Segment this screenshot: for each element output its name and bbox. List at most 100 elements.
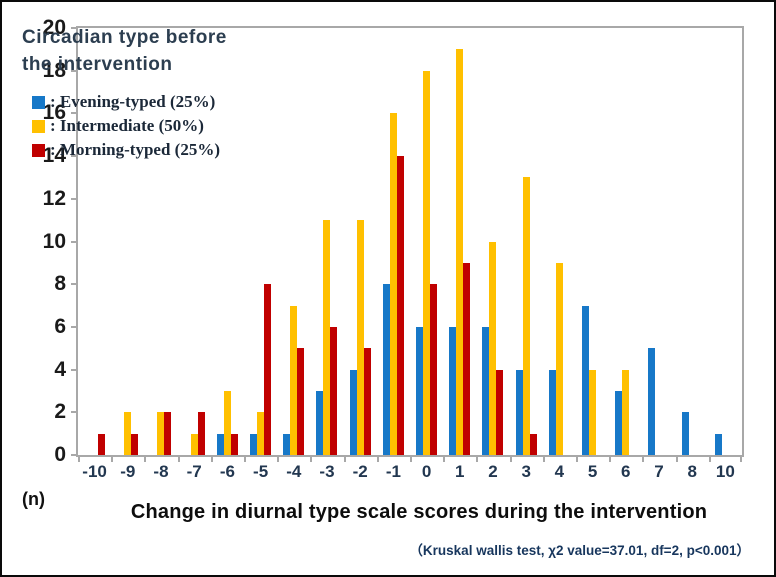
bar [515,369,523,455]
y-tick-label: 14 [42,144,66,168]
x-tick [576,455,578,462]
x-tick [377,455,379,462]
x-axis-title: Change in diurnal type scale scores duri… [130,501,708,523]
y-tick-label: 0 [54,443,66,466]
evening-swatch-icon [32,95,45,109]
x-tick [510,455,512,462]
bar [297,348,305,455]
bar [582,305,590,455]
bar [223,390,231,455]
x-tick [310,455,312,462]
bar [463,262,471,455]
bar [264,284,272,455]
x-tick [244,455,246,462]
bar-group [676,412,709,455]
x-tick [543,455,545,462]
y-tick-label: 8 [54,272,66,296]
y-tick [71,240,78,243]
bar [555,262,563,455]
bar [382,284,390,455]
bar [316,390,324,455]
legend-item-intermediate: : Intermediate (50%) [32,114,227,138]
y-tick-label: 10 [42,229,66,253]
x-tick-label: -4 [286,462,302,481]
legend-title-line1: Circadian type before [22,27,227,48]
x-tick-label: -8 [153,462,169,481]
intermediate-swatch-icon [32,119,45,133]
bar [482,326,490,455]
bar [496,369,504,455]
bar [529,433,537,455]
bar-group [211,390,244,455]
bar [124,412,132,455]
x-tick-label: -9 [120,462,136,481]
bar-group [576,305,609,455]
legend-item-morning: : Morning-typed (25%) [32,138,227,162]
bar [257,412,265,455]
y-tick [71,27,78,29]
bar-group [78,433,111,455]
x-tick [676,455,678,462]
legend-label-evening: : Evening-typed (25%) [50,92,216,111]
bar [430,284,438,455]
x-tick-label: 2 [488,462,498,481]
bar-group [443,49,476,455]
x-tick-label: 0 [421,462,432,481]
bar-group [609,369,642,455]
x-tick-label: 3 [521,462,531,481]
x-tick [211,455,213,462]
bar [389,113,397,455]
morning-swatch-icon [32,143,45,157]
bar [164,412,172,455]
bar [589,369,597,455]
x-tick [443,455,445,462]
bar [416,326,424,455]
plot-area: 0 2 4 6 8 10 12 14 16 18 20 -10 -9 -8 -7 -6 -5 -4 -3 -2 -1 0 1… [43,17,744,481]
x-tick-label: -3 [319,462,335,481]
x-tick [144,455,146,462]
bar [250,433,258,455]
x-tick-label: -7 [186,462,202,481]
bar [323,220,331,455]
bar [216,433,224,455]
bar-group [344,220,377,455]
x-tick [344,455,346,462]
bar-group [111,412,144,455]
bar [714,433,722,455]
bar [157,412,165,455]
x-tick [740,455,742,462]
bar-group [377,113,410,455]
bar-group [178,412,211,455]
bar [356,220,364,455]
x-tick-label: -6 [219,462,235,481]
y-tick [71,197,78,200]
bar [290,305,298,455]
bar-group [709,433,742,455]
legend-label-morning: : Morning-typed (25%) [50,140,220,159]
x-tick-label: 6 [621,462,631,481]
bar-group [476,241,509,455]
bar-group [310,220,343,455]
bar [98,433,106,455]
y-tick-label: 6 [54,314,66,338]
y-tick [71,112,78,115]
x-tick-label: 4 [554,462,565,481]
x-tick [609,455,611,462]
bar [283,433,291,455]
bar [190,433,198,455]
legend-items: : Evening-typed (25%) : Intermediate (50… [32,90,227,162]
y-axis-unit-label: (n) [22,489,45,509]
y-tick-label: 2 [54,400,66,424]
bar [131,433,139,455]
bar-group [410,70,443,455]
bar [423,70,431,455]
y-tick [71,411,78,414]
x-tick-label: 8 [687,462,697,481]
x-tick-label: -2 [352,462,368,481]
bar [456,49,464,455]
bar [330,326,338,455]
x-tick [410,455,412,462]
y-tick-label: 16 [42,101,66,125]
x-tick-label: 1 [455,462,465,481]
y-tick-label: 18 [42,58,66,82]
